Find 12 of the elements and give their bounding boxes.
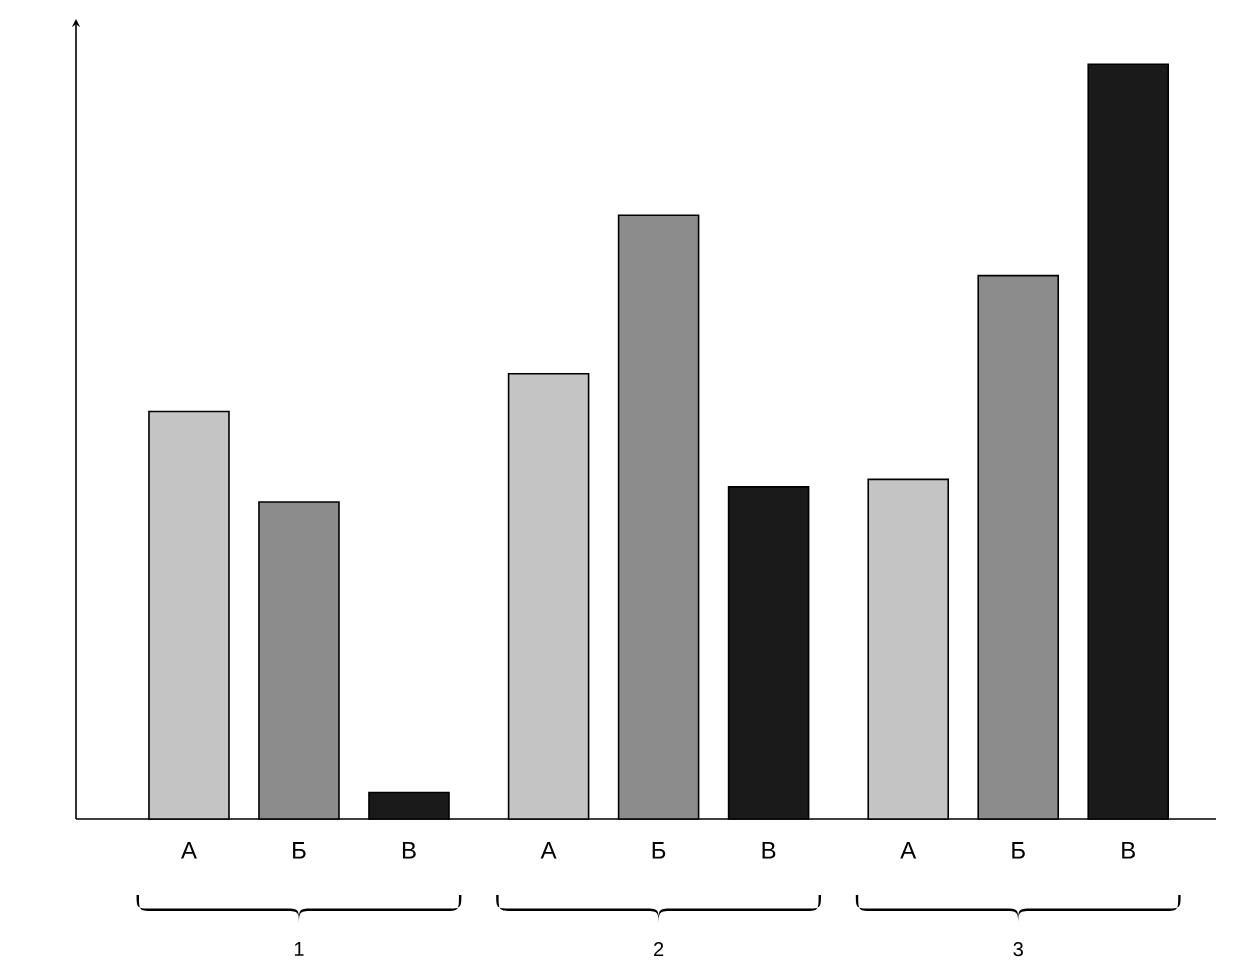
x-tick-label: 3 bbox=[1013, 942, 1023, 957]
text: В bbox=[1122, 842, 1135, 859]
series-label: Б bbox=[293, 842, 306, 859]
text: Б bbox=[652, 842, 666, 859]
x-tick-label: 2 bbox=[654, 942, 664, 957]
series-label: А bbox=[181, 842, 197, 859]
text: В bbox=[762, 842, 776, 859]
text: Б bbox=[1012, 842, 1025, 859]
x-tick-label: 1 bbox=[294, 942, 304, 956]
text: А bbox=[900, 842, 917, 859]
text: А bbox=[540, 842, 557, 859]
series-label: В bbox=[402, 842, 416, 859]
